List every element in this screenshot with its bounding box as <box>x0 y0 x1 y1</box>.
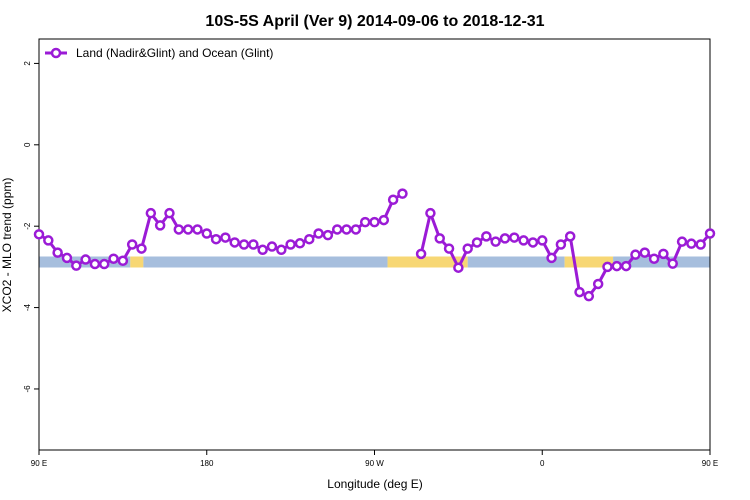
data-point <box>574 286 585 298</box>
y-tick-label: -2 <box>23 222 32 230</box>
data-point <box>108 253 119 264</box>
data-point <box>602 261 613 273</box>
data-point <box>387 194 399 205</box>
data-point <box>341 224 352 235</box>
data-point <box>322 229 334 241</box>
data-point <box>331 224 343 235</box>
data-point <box>509 232 520 243</box>
data-point <box>257 244 268 256</box>
x-tick-label: 90 E <box>702 459 718 468</box>
data-point <box>238 239 250 250</box>
data-point <box>443 243 455 254</box>
data-point <box>248 239 259 250</box>
data-point <box>639 247 651 258</box>
band-segment-ocean <box>467 256 565 268</box>
data-point <box>173 224 185 235</box>
data-point <box>304 233 315 245</box>
x-tick-label: 0 <box>540 459 545 468</box>
data-point <box>564 231 576 242</box>
data-point <box>620 260 632 272</box>
y-tick-label: 0 <box>23 142 32 147</box>
data-point <box>397 188 408 199</box>
data-point <box>676 236 688 247</box>
data-point <box>583 290 595 302</box>
data-point <box>518 235 529 246</box>
data-point <box>285 239 296 250</box>
data-point <box>182 224 194 235</box>
legend-marker <box>50 47 62 59</box>
axes: 90 E 180 90 W 0 90 E 2 0 -2 -4 -6 <box>23 61 718 468</box>
data-point <box>434 233 445 244</box>
data-point <box>192 224 203 235</box>
data-point <box>499 233 511 244</box>
data-point <box>415 248 427 260</box>
data-point <box>462 243 473 254</box>
data-point <box>294 238 306 249</box>
y-tick-label: -6 <box>23 385 32 393</box>
data-point <box>145 207 157 219</box>
data-point <box>33 229 45 240</box>
data-point <box>425 207 436 219</box>
band-segment-land <box>387 256 468 268</box>
data-point <box>658 248 669 260</box>
data-point <box>350 224 362 235</box>
data-point <box>471 237 483 248</box>
x-tick-label: 180 <box>200 459 214 468</box>
band-segment-ocean <box>613 256 710 268</box>
x-axis-label: Longitude (deg E) <box>327 477 422 491</box>
y-tick-label: -4 <box>23 303 32 311</box>
data-point <box>126 239 138 250</box>
legend-label: Land (Nadir&Glint) and Ocean (Glint) <box>76 46 273 60</box>
data-point <box>220 232 231 243</box>
data-point <box>686 238 697 249</box>
data-point <box>611 260 623 272</box>
data-point <box>537 235 548 246</box>
data-point <box>210 233 222 245</box>
band-segment-ocean <box>143 256 388 268</box>
data-point <box>546 252 557 264</box>
data-point <box>453 262 464 273</box>
data-point <box>313 228 324 239</box>
data-point <box>154 220 166 231</box>
data-point <box>527 237 539 248</box>
data-point <box>89 258 101 270</box>
data-point <box>667 258 678 269</box>
band-segment-land <box>564 256 614 268</box>
data-point <box>98 258 110 270</box>
data-point <box>266 241 278 252</box>
x-tick-label: 90 E <box>31 459 47 468</box>
chart-title: 10S-5S April (Ver 9) 2014-09-06 to 2018-… <box>205 13 544 30</box>
band-segment-land <box>130 256 144 268</box>
legend: Land (Nadir&Glint) and Ocean (Glint) <box>45 46 273 60</box>
data-point <box>201 228 212 239</box>
data-point <box>378 214 390 226</box>
data-point <box>630 249 641 260</box>
data-point <box>648 253 660 264</box>
data-point <box>164 207 175 219</box>
data-point <box>490 236 501 247</box>
data-point <box>71 260 82 271</box>
data-point <box>43 235 54 246</box>
data-point <box>136 243 147 254</box>
data-point <box>61 252 73 264</box>
series-layer <box>33 188 716 302</box>
data-point <box>695 239 706 250</box>
data-point <box>704 228 716 239</box>
data-point <box>52 247 63 258</box>
y-tick-label: 2 <box>23 61 32 66</box>
data-point <box>229 237 240 248</box>
data-point <box>592 278 604 290</box>
data-point <box>276 244 287 256</box>
data-point <box>80 254 91 265</box>
data-point <box>359 216 371 228</box>
y-axis-label: XCO2 - MLO trend (ppm) <box>0 178 14 313</box>
data-point <box>555 239 567 250</box>
x-tick-label: 90 W <box>365 459 384 468</box>
data-point <box>481 231 492 242</box>
data-point <box>369 216 380 228</box>
data-point <box>117 255 129 267</box>
